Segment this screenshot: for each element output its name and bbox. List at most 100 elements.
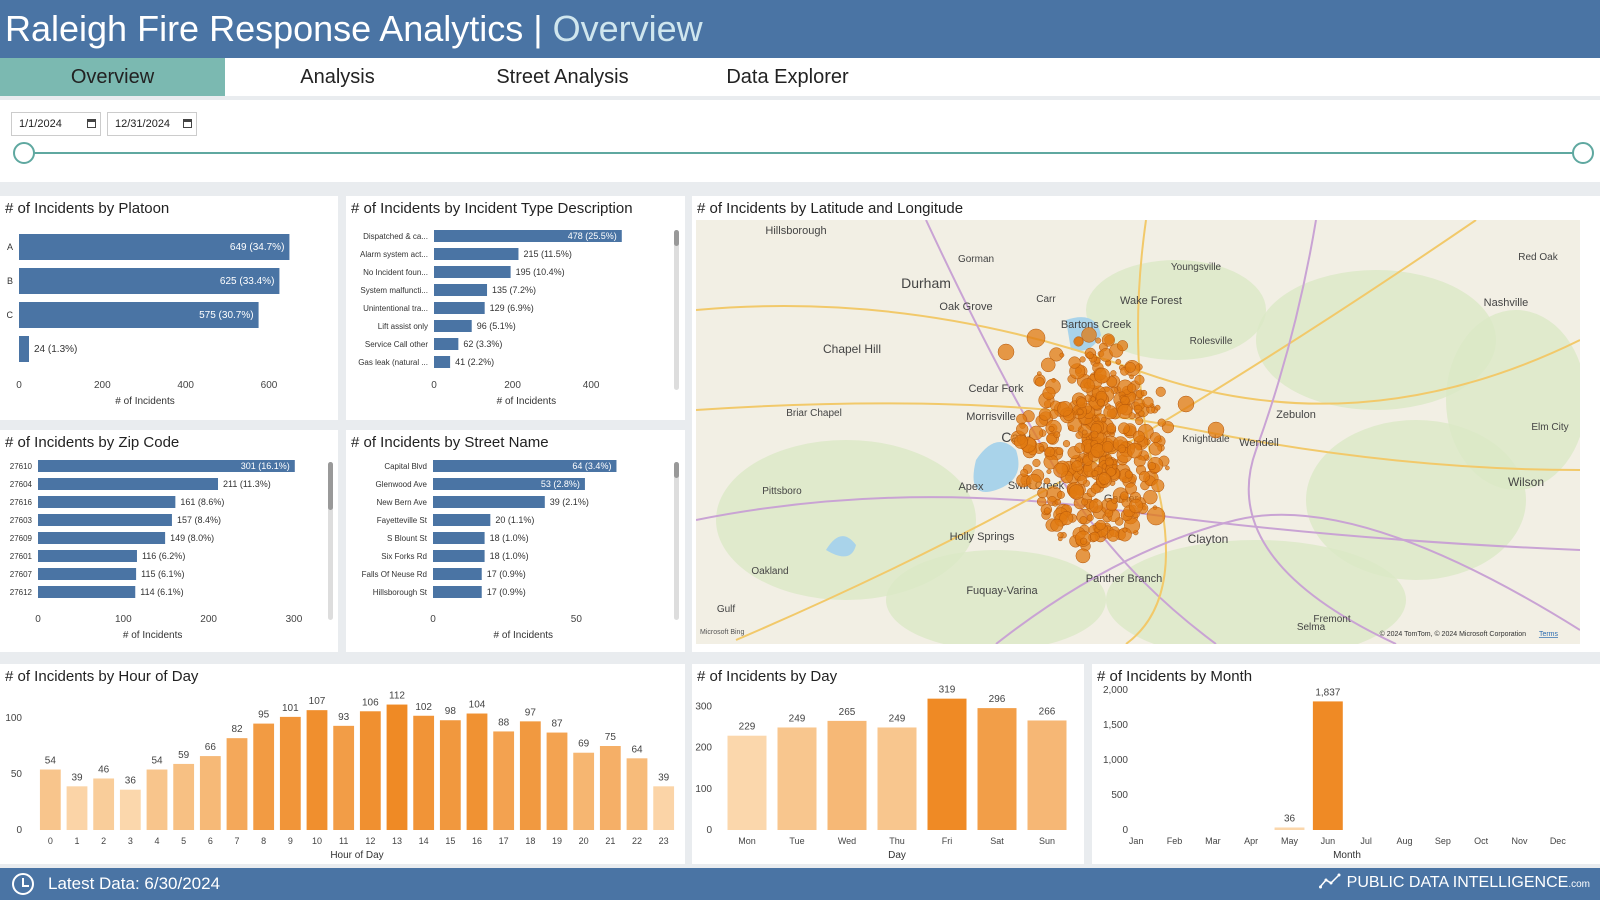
tab-street-analysis[interactable]: Street Analysis xyxy=(496,66,629,88)
incident-marker[interactable] xyxy=(1132,430,1145,443)
incident-marker[interactable] xyxy=(1091,470,1099,477)
incident-marker[interactable] xyxy=(1026,473,1042,490)
incident-marker[interactable] xyxy=(1207,421,1225,439)
incident-marker[interactable] xyxy=(1120,395,1130,406)
incident-marker[interactable] xyxy=(1046,469,1052,475)
incident-marker[interactable] xyxy=(1037,371,1042,376)
incident-marker[interactable] xyxy=(1077,475,1088,485)
incident-marker[interactable] xyxy=(1016,413,1027,425)
incident-marker[interactable] xyxy=(1035,377,1045,387)
incident-marker[interactable] xyxy=(1104,457,1114,467)
incident-marker[interactable] xyxy=(1106,529,1120,542)
incident-marker[interactable] xyxy=(1116,340,1129,352)
incident-marker[interactable] xyxy=(1057,401,1073,417)
date-slider-start-handle[interactable] xyxy=(13,142,35,164)
incident-marker[interactable] xyxy=(1120,491,1129,501)
incident-marker[interactable] xyxy=(1081,327,1097,343)
incident-marker[interactable] xyxy=(1016,423,1029,436)
incident-marker[interactable] xyxy=(1135,416,1144,426)
incident-marker[interactable] xyxy=(1054,498,1061,506)
incident-marker[interactable] xyxy=(1086,514,1094,522)
tab-analysis[interactable]: Analysis xyxy=(300,66,375,88)
incident-marker[interactable] xyxy=(1073,336,1084,347)
incident-marker[interactable] xyxy=(1043,477,1051,485)
incident-marker[interactable] xyxy=(1074,442,1085,454)
date-range-slider[interactable] xyxy=(24,152,1582,154)
incident-marker[interactable] xyxy=(1103,405,1118,420)
incident-marker[interactable] xyxy=(1155,386,1166,397)
incident-marker[interactable] xyxy=(1028,425,1044,440)
incident-marker[interactable] xyxy=(1111,497,1118,504)
calendar-icon[interactable] xyxy=(183,119,192,128)
incident-marker[interactable] xyxy=(1128,498,1144,514)
incident-marker[interactable] xyxy=(1090,430,1099,439)
incident-marker[interactable] xyxy=(1125,362,1136,373)
incident-marker[interactable] xyxy=(1128,412,1136,420)
incident-marker[interactable] xyxy=(1134,374,1145,385)
map-terms-link[interactable]: Terms xyxy=(1539,631,1559,638)
incident-marker[interactable] xyxy=(1053,431,1061,439)
incident-marker[interactable] xyxy=(1110,370,1117,377)
incident-marker[interactable] xyxy=(1081,498,1089,506)
tab-overview[interactable]: Overview xyxy=(0,58,225,96)
incident-marker[interactable] xyxy=(1081,429,1088,436)
incident-marker[interactable] xyxy=(1089,498,1104,513)
incident-marker[interactable] xyxy=(1118,422,1130,435)
incident-marker[interactable] xyxy=(1138,410,1145,417)
incident-marker[interactable] xyxy=(1089,531,1100,542)
incident-marker[interactable] xyxy=(1115,358,1122,365)
incident-marker[interactable] xyxy=(1143,489,1158,505)
incident-marker[interactable] xyxy=(1164,465,1170,471)
incident-marker[interactable] xyxy=(1149,432,1161,444)
incident-marker[interactable] xyxy=(1062,440,1071,448)
incident-marker[interactable] xyxy=(1090,396,1096,402)
incident-marker[interactable] xyxy=(1048,425,1055,432)
incident-marker[interactable] xyxy=(1148,442,1163,456)
street-scrollbar[interactable] xyxy=(674,462,679,620)
incident-marker[interactable] xyxy=(1154,404,1161,411)
start-date-input[interactable]: 1/1/2024 xyxy=(11,112,101,136)
incident-marker[interactable] xyxy=(1112,464,1118,470)
incident-marker[interactable] xyxy=(1038,446,1045,452)
incident-marker[interactable] xyxy=(1122,527,1128,533)
incident-marker[interactable] xyxy=(1101,416,1107,423)
incident-marker[interactable] xyxy=(1147,462,1156,471)
incident-marker[interactable] xyxy=(1101,441,1114,453)
incident-marker[interactable] xyxy=(1086,351,1094,359)
map-canvas[interactable]: Hillsborough Gorman Durham Oak Grove Carr You… xyxy=(696,220,1580,644)
date-slider-end-handle[interactable] xyxy=(1572,142,1594,164)
incident-marker[interactable] xyxy=(1038,408,1052,421)
incident-marker[interactable] xyxy=(1177,395,1195,413)
incident-marker[interactable] xyxy=(1068,484,1085,500)
incident-marker[interactable] xyxy=(1075,548,1091,564)
incident-marker[interactable] xyxy=(1096,398,1105,407)
incident-marker[interactable] xyxy=(1043,507,1051,515)
incident-marker[interactable] xyxy=(1080,378,1095,393)
incident-marker[interactable] xyxy=(1059,352,1065,358)
incident-marker[interactable] xyxy=(1053,462,1069,478)
incident-marker[interactable] xyxy=(1098,472,1111,485)
incident-marker[interactable] xyxy=(1032,458,1041,467)
incident-marker[interactable] xyxy=(1157,418,1166,427)
incident-marker[interactable] xyxy=(1050,518,1064,532)
incident-type-scrollbar[interactable] xyxy=(674,230,679,390)
incident-marker[interactable] xyxy=(1140,389,1148,397)
incident-marker[interactable] xyxy=(1079,356,1086,363)
incident-marker[interactable] xyxy=(1101,333,1115,347)
incident-marker[interactable] xyxy=(1076,397,1088,409)
incident-marker[interactable] xyxy=(1090,483,1101,494)
incident-marker[interactable] xyxy=(1057,531,1064,539)
incident-marker[interactable] xyxy=(1126,442,1143,459)
incident-marker[interactable] xyxy=(997,343,1015,361)
incident-marker[interactable] xyxy=(1095,519,1106,531)
incident-marker[interactable] xyxy=(1042,386,1056,400)
incident-marker[interactable] xyxy=(1142,396,1154,408)
incident-marker[interactable] xyxy=(1044,446,1055,458)
incident-marker[interactable] xyxy=(1059,511,1074,526)
end-date-input[interactable]: 12/31/2024 xyxy=(107,112,197,136)
incident-marker[interactable] xyxy=(1020,468,1029,477)
tab-data-explorer[interactable]: Data Explorer xyxy=(726,66,849,88)
incident-marker[interactable] xyxy=(1151,479,1165,493)
incident-marker[interactable] xyxy=(1075,431,1083,439)
incident-marker[interactable] xyxy=(1095,337,1102,344)
